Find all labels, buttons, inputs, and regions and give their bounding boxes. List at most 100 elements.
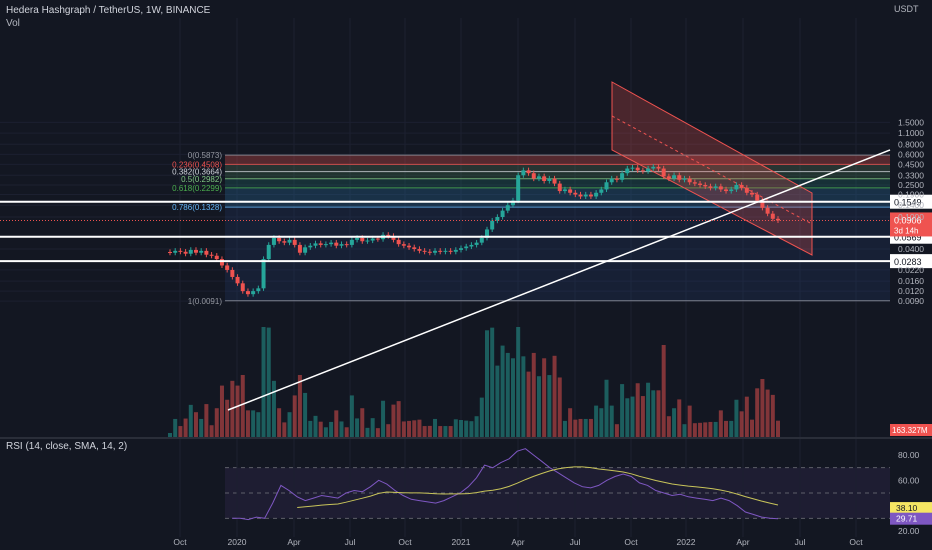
time-axis-tick: Jul [570,537,581,547]
volume-indicator-label[interactable]: Vol [6,18,20,29]
volume-bar [235,385,240,437]
volume-bar [625,398,630,437]
time-axis-tick: 2021 [452,537,471,547]
price-axis-tick: 0.0120 [898,286,924,296]
candle-body [375,238,380,240]
volume-bar [614,424,619,437]
fib-zone [225,207,890,301]
volume-bar [562,420,567,437]
volume-bar [339,421,344,437]
candle-body [417,249,422,251]
candle-body [692,182,697,184]
volume-bar [349,395,354,437]
price-axis-tick: 0.1400 [898,200,924,210]
volume-bar [245,410,250,437]
volume-bar [427,425,432,437]
volume-bar [505,352,510,437]
price-axis-tick: 0.1900 [898,190,924,200]
candle-body [344,244,349,246]
candle-body [604,182,609,190]
volume-bar [469,421,474,437]
volume-bar [630,396,635,437]
candle-body [313,243,318,246]
time-axis-tick: Jul [795,537,806,547]
volume-bar [495,365,500,437]
candle-body [256,288,261,292]
candle-body [500,210,505,217]
volume-bar [386,424,391,437]
candle-body [614,178,619,180]
candle-body [396,239,401,245]
volume-bar [588,418,593,437]
candle-body [235,276,240,284]
pane-divider[interactable] [0,437,932,439]
volume-bar [620,384,625,437]
volume-bar [666,416,671,437]
candle-body [573,192,578,195]
candle-body [687,178,692,183]
volume-bar [640,396,645,437]
symbol-title[interactable]: Hedera Hashgraph / TetherUS, 1W, BINANCE [6,5,211,16]
candle-body [282,241,287,243]
volume-bar [271,380,276,437]
candle-body [542,176,547,182]
fib-level-label: 0.618(0.2299) [172,184,222,193]
price-axis-tick: 1.1000 [898,128,924,138]
volume-bar [365,427,370,437]
candle-body [448,250,453,252]
volume-bar [552,355,557,437]
candle-body [656,166,661,169]
candle-body [625,168,630,174]
volume-bar [318,421,323,437]
candle-body [323,244,328,246]
time-axis-tick: 2020 [228,537,247,547]
volume-bar [407,420,412,437]
volume-bar [760,379,765,437]
candle-body [245,291,250,295]
volume-bar [703,422,708,437]
volume-bar [313,415,318,437]
price-chart[interactable]: 0(0.5873)0.236(0.4508)0.382(0.3664)0.5(0… [0,0,932,437]
candle-body [708,186,713,188]
candle-body [521,170,526,176]
rsi-pane[interactable]: 80.0060.0040.0020.0038.1029.71Oct2020Apr… [0,439,932,550]
volume-bar [687,405,692,437]
fib-level-label: 1(0.0091) [188,297,223,306]
volume-bar [516,327,521,437]
volume-bar [661,344,666,437]
volume-bar [484,330,489,437]
candle-body [365,240,370,242]
candle-body [360,237,365,242]
volume-bar [729,420,734,437]
volume-bar [542,358,547,437]
volume-bar [744,396,749,437]
candle-body [594,192,599,197]
candle-body [495,217,500,221]
horizontal-level-badge [890,194,932,209]
volume-bar [417,419,422,437]
candle-body [225,265,230,270]
volume-bar [438,426,443,437]
candle-body [744,187,749,193]
volume-bar [173,418,178,437]
candle-body [609,178,614,183]
volume-bar [433,418,438,437]
candle-body [168,252,172,254]
fib-zone [225,178,890,188]
volume-bar [308,420,313,437]
volume-bar [521,356,526,437]
candle-body [557,183,562,192]
candle-body [750,192,755,195]
time-axis-tick: Apr [511,537,524,547]
candle-body [433,250,438,253]
candle-body [505,205,510,211]
candle-body [386,234,391,237]
volume-bar [375,428,380,437]
price-axis-tick: 1.5000 [898,117,924,127]
volume-bar [344,427,349,437]
candle-body [422,250,427,252]
volume-bar [734,399,739,437]
rsi-indicator-title[interactable]: RSI (14, close, SMA, 14, 2) [6,441,128,452]
volume-bar [287,412,292,437]
volume-bar [568,408,573,437]
